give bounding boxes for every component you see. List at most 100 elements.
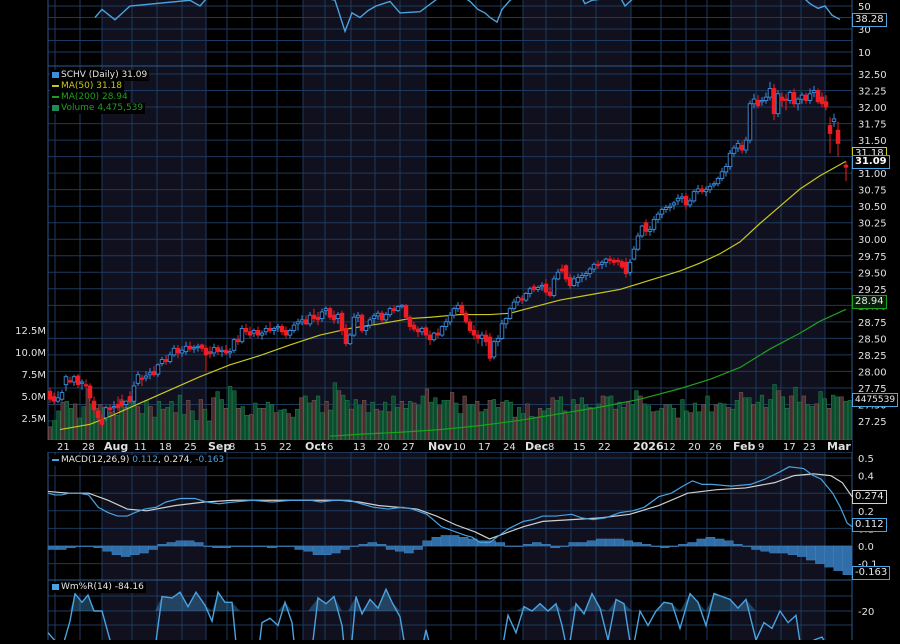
candle: [179, 349, 185, 354]
candle: [255, 329, 261, 336]
candle: [443, 321, 449, 327]
candle: [727, 152, 733, 167]
candle: [595, 263, 601, 267]
willr-upper-value-tag: 38.28: [852, 13, 887, 27]
candle: [291, 324, 297, 331]
date-axis-label: 21: [57, 442, 70, 453]
candle: [263, 328, 269, 333]
candle: [639, 225, 645, 237]
candle: [807, 93, 813, 101]
candle: [767, 88, 773, 98]
candle: [755, 99, 761, 107]
candle: [187, 345, 193, 350]
candle: [163, 359, 169, 362]
candle: [375, 312, 381, 317]
price-axis-label: 30.50: [858, 202, 887, 213]
month-band: [523, 0, 631, 440]
price-axis-label: 32.50: [858, 70, 887, 81]
candle: [447, 314, 453, 323]
x-axis-bg: [48, 440, 852, 452]
candle: [235, 339, 241, 343]
ma200-line-icon: [52, 95, 59, 98]
candle: [627, 261, 633, 273]
candle: [787, 92, 793, 101]
candle: [823, 101, 829, 108]
price-axis-label: 29.75: [858, 252, 887, 263]
candle: [343, 328, 349, 345]
candle: [483, 334, 489, 343]
candle: [227, 351, 233, 354]
candle: [135, 374, 141, 384]
date-axis-label: 17: [478, 442, 491, 453]
candle: [667, 205, 673, 208]
candle: [95, 410, 101, 419]
candle: [407, 316, 413, 327]
candle: [195, 345, 201, 349]
date-axis-label: 26: [709, 442, 722, 453]
area-chart-icon: [52, 583, 59, 590]
price-axis-label: 27.75: [858, 384, 887, 395]
candle: [271, 328, 277, 331]
willr-overbought-fill: [48, 589, 846, 611]
candle: [247, 331, 253, 336]
volume-legend-label: Volume 4,475,539: [61, 103, 144, 113]
candle: [811, 90, 817, 93]
candle: [243, 328, 249, 333]
candle: [87, 385, 93, 399]
candle: [467, 321, 473, 331]
price-axis-label: 28.00: [858, 367, 887, 378]
candle: [631, 248, 637, 260]
willr-legend: Wm%R(14) -84.16: [50, 582, 146, 593]
date-axis-label: 22: [279, 442, 292, 453]
candle: [347, 334, 353, 345]
candle: [475, 334, 481, 339]
candle: [111, 406, 117, 409]
date-axis-label: 20: [688, 442, 701, 453]
candle: [583, 273, 589, 277]
macd-line-icon: [52, 458, 59, 461]
candle: [539, 285, 545, 288]
candle: [739, 144, 745, 151]
volume-axis-label: 10.0M: [15, 348, 46, 359]
date-axis-label: Aug: [104, 440, 128, 453]
candle: [311, 314, 317, 320]
volume-legend: Volume 4,475,539: [50, 103, 146, 114]
candle: [643, 222, 649, 232]
candle: [103, 407, 109, 419]
date-axis-label: Dec: [525, 440, 548, 453]
candle: [695, 188, 701, 193]
candle: [579, 275, 585, 279]
candle: [735, 142, 741, 149]
price-legend-label: SCHV (Daily) 31.09: [61, 70, 148, 80]
candle: [191, 347, 197, 350]
candle: [127, 396, 133, 402]
candle: [399, 304, 405, 308]
candle: [603, 258, 609, 263]
price-axis-label: 28.50: [858, 334, 887, 345]
candle: [675, 197, 681, 202]
candle: [655, 213, 661, 220]
date-axis-label: 8: [229, 442, 235, 453]
candle: [511, 301, 517, 310]
candle: [715, 177, 721, 185]
candle: [323, 308, 329, 312]
candle: [651, 218, 657, 230]
macd-axis-label: 0.0: [858, 542, 874, 553]
candle: [155, 364, 161, 375]
candle: [371, 315, 377, 320]
candle: [723, 166, 729, 173]
ma50-line-icon: [52, 84, 59, 87]
candle: [355, 314, 361, 318]
candle: [147, 372, 153, 376]
candle: [747, 103, 753, 141]
candle: [555, 271, 561, 280]
willr-legend-label: Wm%R(14) -84.16: [61, 582, 144, 592]
candle: [435, 332, 441, 336]
date-axis-label: 9: [758, 442, 764, 453]
candle: [815, 90, 821, 103]
candle: [547, 291, 553, 296]
ma50-line: [59, 160, 847, 431]
candle: [607, 258, 613, 261]
